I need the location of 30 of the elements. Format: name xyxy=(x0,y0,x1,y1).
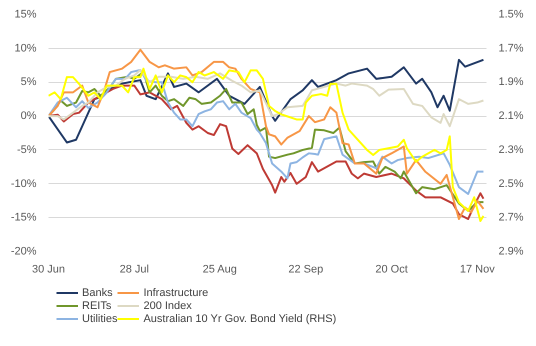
x-tick-label: 17 Nov xyxy=(460,264,496,276)
y2-tick-label: 2.3% xyxy=(498,144,524,156)
y-tick-label: -5% xyxy=(16,144,37,156)
y-tick-label: -20% xyxy=(10,246,37,258)
y-tick-label: 10% xyxy=(14,42,37,54)
x-tick-label: 30 Jun xyxy=(32,264,66,276)
x-tick-label: 28 Jul xyxy=(120,264,149,276)
y2-tick-label: 2.9% xyxy=(498,246,524,258)
y-tick-label: 15% xyxy=(14,8,37,20)
legend-label: Utilities xyxy=(82,312,118,325)
y2-tick-label: 2.1% xyxy=(498,110,524,122)
x-tick-label: 20 Oct xyxy=(375,264,408,276)
line-series xyxy=(48,69,484,128)
x-tick-label: 25 Aug xyxy=(202,264,237,276)
y2-tick-label: 1.5% xyxy=(498,8,524,20)
legend-label: Infrastructure xyxy=(143,286,208,299)
y-tick-label: -10% xyxy=(10,178,37,190)
y-tick-label: -15% xyxy=(10,212,37,224)
y-tick-label: 0% xyxy=(20,110,37,122)
y2-tick-label: 1.7% xyxy=(498,42,524,54)
legend-label: Banks xyxy=(82,286,113,299)
y2-tick-label: 2.7% xyxy=(498,212,524,224)
legend-label: Australian 10 Yr Gov. Bond Yield (RHS) xyxy=(143,312,336,325)
y2-tick-label: 1.9% xyxy=(498,76,524,88)
y-tick-label: 5% xyxy=(20,76,37,88)
legend-label: 200 Index xyxy=(143,299,192,312)
line-series xyxy=(48,58,484,144)
x-tick-label: 22 Sep xyxy=(288,264,324,276)
legend-label: REITs xyxy=(82,299,112,312)
y2-tick-label: 2.5% xyxy=(498,178,524,190)
